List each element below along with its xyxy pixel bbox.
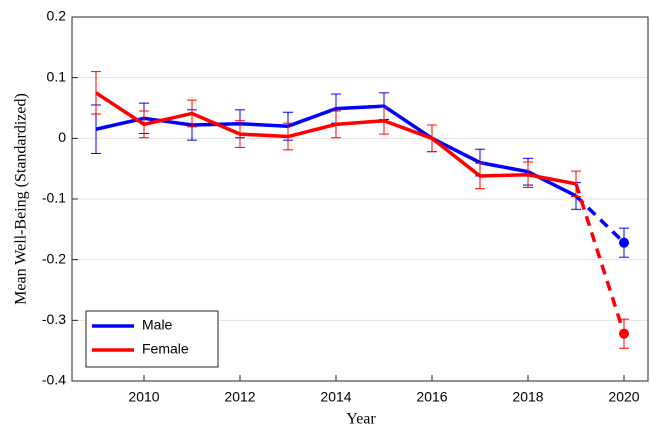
y-tick-label: -0.2 bbox=[42, 250, 66, 266]
y-axis-label: Mean Well-Being (Standardized) bbox=[13, 93, 30, 305]
series-line-dashed bbox=[574, 183, 626, 335]
y-tick-label: -0.4 bbox=[42, 372, 66, 388]
legend-box bbox=[85, 310, 219, 368]
error-bar bbox=[91, 71, 101, 115]
y-tick-label: 0.1 bbox=[47, 68, 67, 84]
y-tick-label: 0 bbox=[58, 129, 66, 145]
x-tick-label: 2020 bbox=[608, 389, 639, 405]
y-tick-label: -0.1 bbox=[42, 190, 66, 206]
x-axis-label: Year bbox=[346, 411, 376, 428]
point-marker bbox=[619, 328, 629, 339]
x-tick-label: 2016 bbox=[416, 389, 447, 405]
plot-frame bbox=[71, 16, 649, 382]
series-line bbox=[95, 91, 577, 186]
legend-label: Female bbox=[142, 341, 189, 357]
x-tick-label: 2018 bbox=[512, 389, 543, 405]
series-line-dashed bbox=[574, 194, 626, 244]
y-tick-label: 0.2 bbox=[47, 8, 67, 24]
x-tick-label: 2010 bbox=[128, 389, 159, 405]
point-marker bbox=[619, 237, 629, 248]
y-tick-label: -0.3 bbox=[42, 311, 66, 327]
x-tick-label: 2014 bbox=[320, 389, 351, 405]
series-line bbox=[95, 104, 577, 198]
legend-label: Male bbox=[142, 317, 173, 333]
x-tick-label: 2012 bbox=[224, 389, 255, 405]
